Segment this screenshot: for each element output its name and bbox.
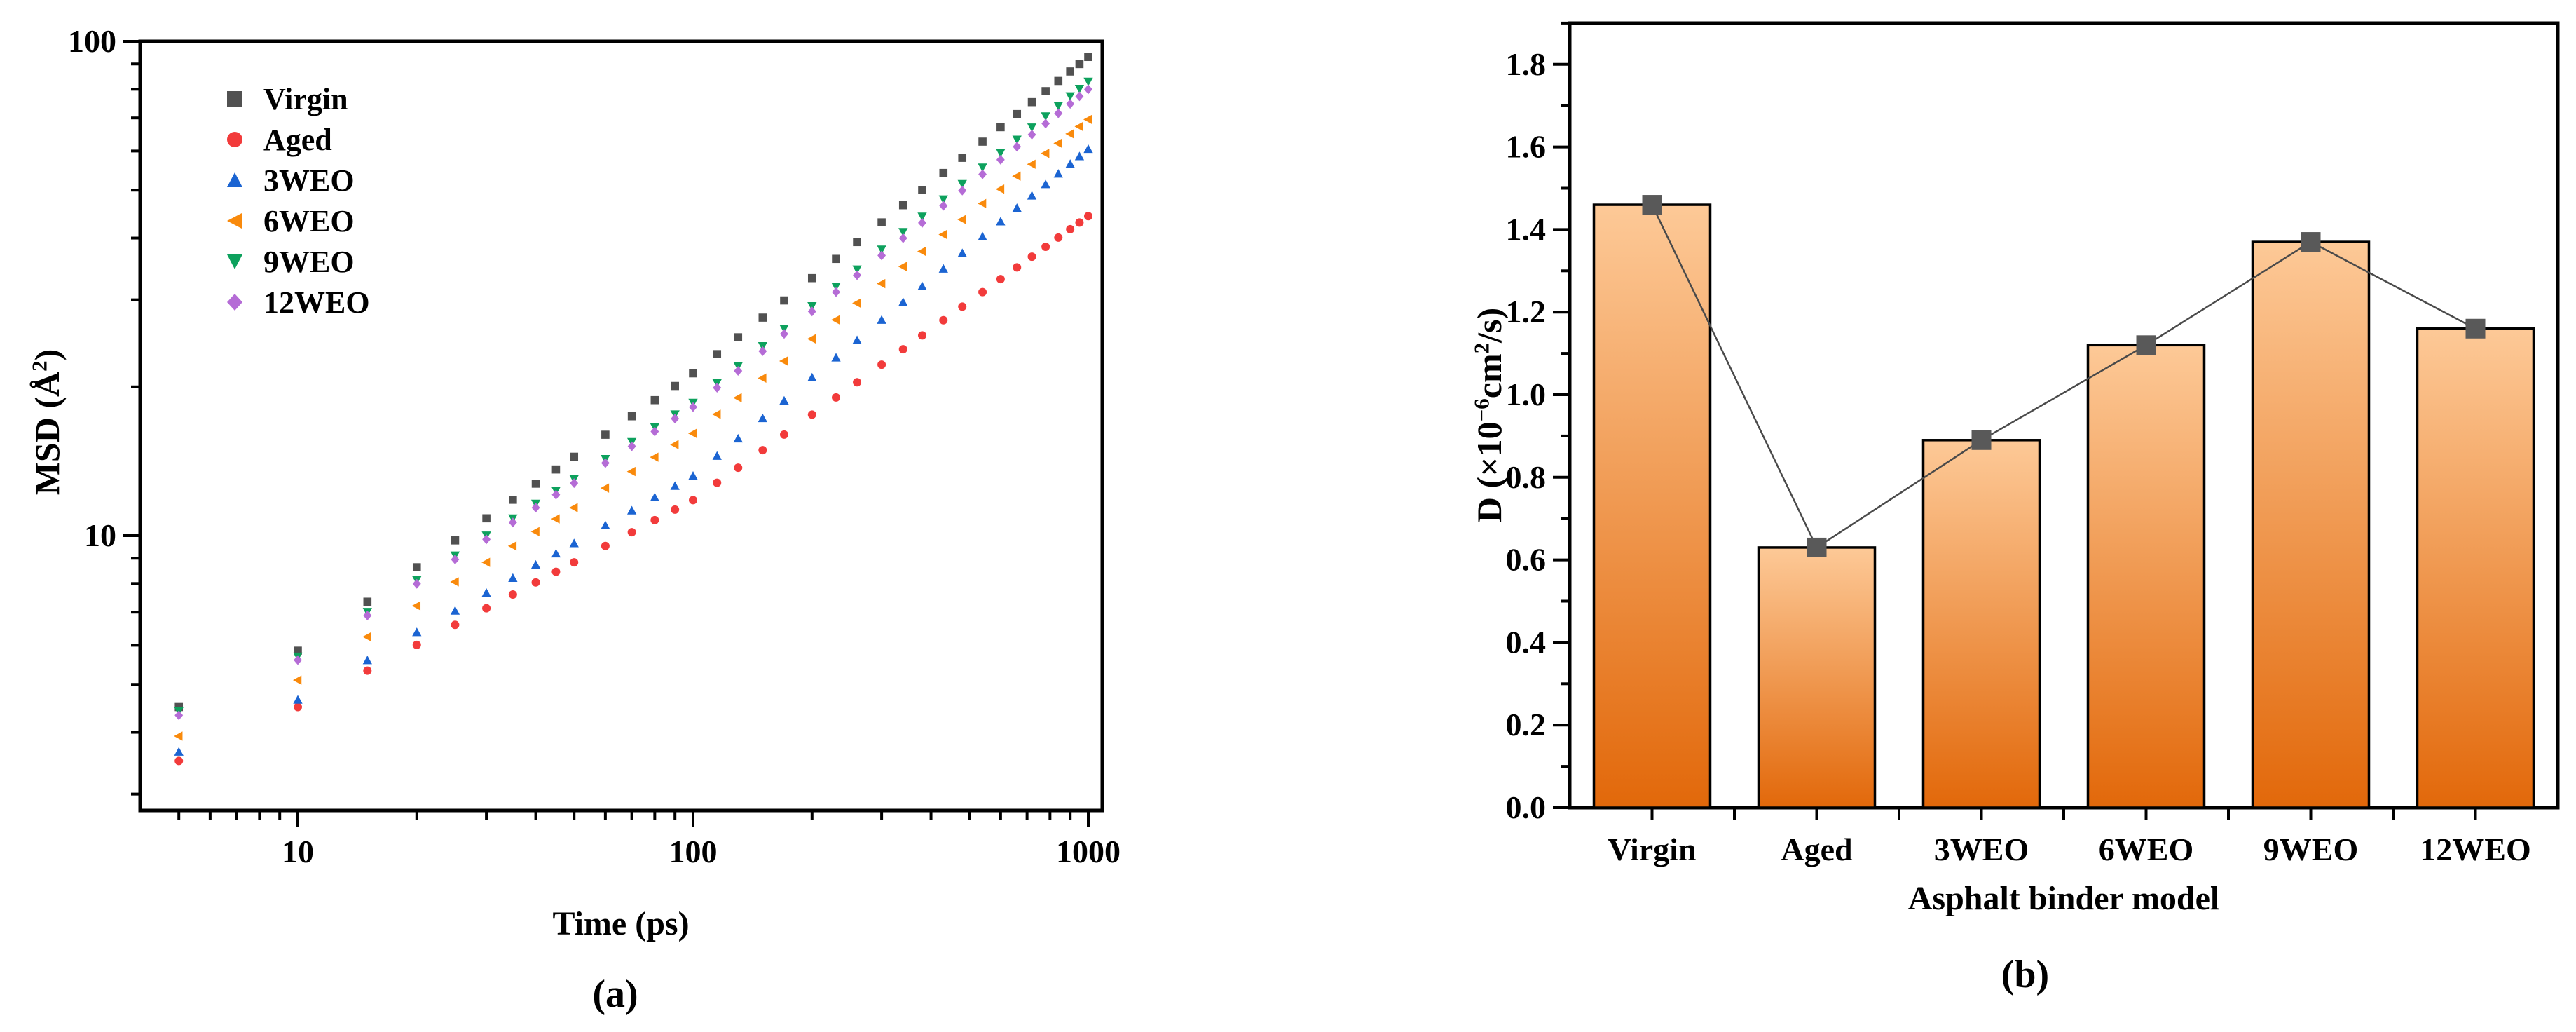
y-axis-title-b: D (×10−6cm2/s) [1469, 307, 1509, 523]
legend-label: Aged [263, 122, 332, 157]
bar-virgin [1592, 203, 1712, 809]
svg-text:1.4: 1.4 [1506, 211, 1547, 247]
bar-3weo [1921, 439, 2041, 809]
legend-label: 9WEO [263, 244, 355, 279]
legend-item-aged: Aged [226, 119, 370, 160]
legend-item-6weo: 6WEO [226, 201, 370, 241]
bar-9weo [2251, 240, 2371, 809]
caption-b: (b) [2001, 953, 2050, 996]
triangle-down-icon [227, 254, 242, 269]
svg-text:12WEO: 12WEO [2420, 831, 2530, 867]
x-axis-title-b: Asphalt binder model [1907, 880, 2220, 917]
legend: Virgin Aged 3WEO 6WEO 9WEO [226, 79, 370, 322]
svg-text:0.8: 0.8 [1506, 459, 1547, 495]
legend-label: 3WEO [263, 163, 355, 198]
caption-a: (a) [592, 972, 638, 1016]
svg-text:9WEO: 9WEO [2263, 831, 2358, 867]
legend-item-virgin: Virgin [226, 79, 370, 119]
legend-item-3weo: 3WEO [226, 160, 370, 201]
svg-text:0.6: 0.6 [1506, 542, 1547, 578]
svg-text:1.0: 1.0 [1506, 376, 1547, 412]
diffusion-bar-plot: 0.0 0.2 0.4 0.6 0.8 1.0 1.2 1.4 1.6 1.8 Virgin Aged… [1506, 21, 2560, 867]
svg-text:10: 10 [84, 517, 116, 553]
legend-label: Virgin [263, 81, 348, 116]
svg-text:3WEO: 3WEO [1934, 831, 2029, 867]
triangle-left-icon [227, 213, 242, 229]
svg-text:1.8: 1.8 [1506, 46, 1547, 82]
circle-icon [227, 132, 242, 147]
square-icon [227, 91, 242, 107]
svg-text:1.2: 1.2 [1506, 294, 1547, 330]
bar-12weo [2416, 327, 2535, 809]
triangle-up-icon [227, 172, 242, 187]
legend-item-12weo: 12WEO [226, 282, 370, 322]
svg-text:Aged: Aged [1781, 831, 1853, 867]
svg-text:0.0: 0.0 [1506, 789, 1547, 825]
bar-6weo [2086, 344, 2206, 809]
x-axis-title-a: Time (ps) [552, 905, 690, 942]
bar-aged [1757, 546, 1877, 809]
legend-label: 6WEO [263, 203, 355, 238]
svg-text:6WEO: 6WEO [2099, 831, 2193, 867]
svg-text:Virgin: Virgin [1608, 831, 1696, 867]
svg-text:0.2: 0.2 [1506, 707, 1547, 742]
legend-label: 12WEO [263, 285, 370, 320]
svg-text:1.6: 1.6 [1506, 129, 1547, 165]
legend-item-9weo: 9WEO [226, 241, 370, 282]
y-axis-title-a: MSD (Å2) [27, 348, 67, 496]
svg-text:1000: 1000 [1056, 834, 1121, 869]
svg-text:100: 100 [669, 834, 718, 869]
msd-loglog-plot: 10 100 1000 10 100 [68, 23, 1121, 869]
svg-text:100: 100 [68, 23, 116, 59]
svg-text:0.4: 0.4 [1506, 624, 1547, 660]
svg-text:10: 10 [282, 834, 314, 869]
diamond-icon [227, 294, 242, 311]
